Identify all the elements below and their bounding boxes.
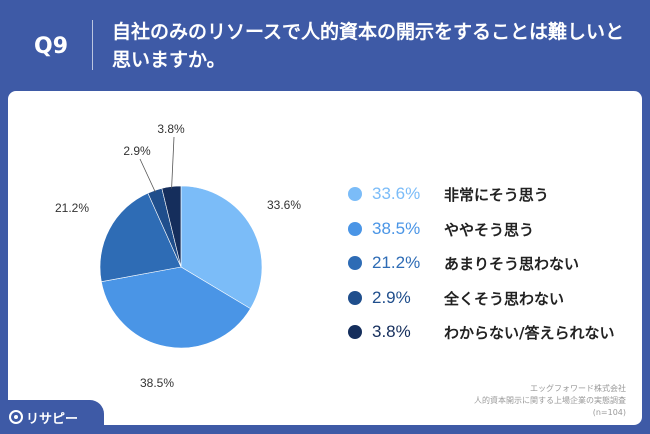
legend-label: あまりそう思わない [444, 255, 580, 273]
data-label: 2.9% [123, 144, 151, 158]
question-number: Q9 [34, 34, 69, 59]
legend-swatch [348, 187, 362, 201]
legend-label: ややそう思う [444, 220, 535, 239]
source-note: エッグフォワード株式会社 人的資本開示に関する上場企業の実態調査 (n=104) [474, 383, 626, 419]
pie-slice [99, 192, 182, 283]
legend-swatch [348, 325, 362, 339]
legend-percentage: 38.5% [372, 218, 421, 238]
brand-name: リサピー [26, 412, 79, 427]
header-divider [92, 20, 93, 70]
question-text: 自社のみのリソースで人的資本の開示をすることは難しいと 思いますか。 [112, 18, 632, 74]
legend-swatch [348, 221, 362, 236]
legend-label: わからない/答えられない [444, 324, 615, 342]
data-label: 33.6% [267, 198, 301, 212]
pie-slice [100, 266, 251, 349]
legend-percentage: 3.8% [372, 322, 411, 341]
leader-line [171, 136, 175, 189]
legend-percentage: 21.2% [372, 253, 421, 272]
data-label: 21.2% [55, 201, 89, 215]
leader-line [139, 158, 156, 193]
data-label: 38.5% [140, 376, 174, 390]
pie-slice [180, 185, 263, 310]
brand-logo: リサピー [0, 400, 104, 434]
chart-card: 33.6% 38.5% 21.2% 2.9% 3.8% 33.6% 非常にそう思う 38.5… [8, 91, 642, 425]
legend-swatch [348, 290, 362, 305]
data-label: 3.8% [157, 122, 185, 136]
legend-label: 非常にそう思う [444, 186, 549, 204]
legend-label: 全くそう思わない [444, 289, 565, 308]
source-sample-size: (n=104) [592, 408, 626, 417]
source-company: エッグフォワード株式会社 [530, 384, 626, 393]
brand-icon [9, 410, 23, 424]
source-survey: 人的資本開示に関する上場企業の実態調査 [474, 396, 626, 405]
question-line-1: 自社のみのリソースで人的資本の開示をすることは難しいと [112, 21, 625, 43]
legend-percentage: 2.9% [372, 287, 411, 307]
pie-chart: 33.6% 38.5% 21.2% 2.9% 3.8% [55, 122, 301, 390]
legend-percentage: 33.6% [372, 184, 421, 203]
question-line-2: 思いますか。 [112, 49, 226, 71]
legend-swatch [348, 256, 362, 270]
question-header: Q9 自社のみのリソースで人的資本の開示をすることは難しいと 思いますか。 [0, 0, 650, 88]
